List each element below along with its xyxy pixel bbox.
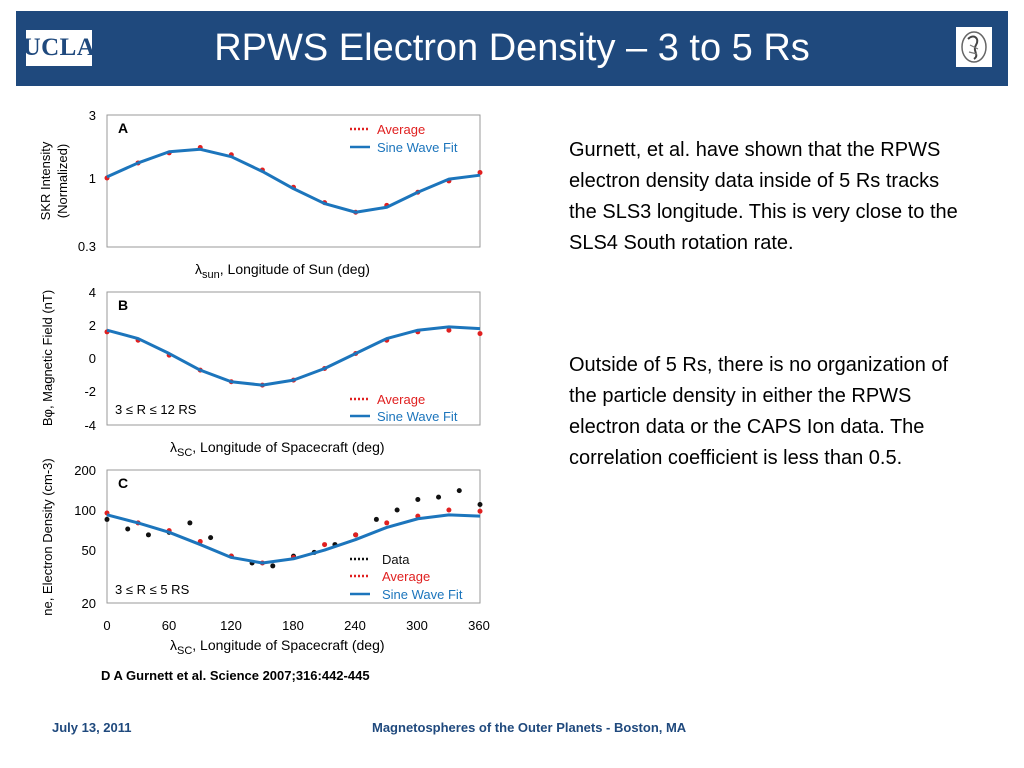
footer-date: July 13, 2011 (52, 720, 132, 735)
panel-a-legend: Average Sine Wave Fit (350, 122, 458, 155)
panel-c-range-label: 3 ≤ R ≤ 5 RS (115, 582, 190, 597)
data-point-data (270, 563, 276, 569)
panel-a-ylabel-line2: (Normalized) (55, 144, 70, 218)
data-point-data (477, 502, 483, 508)
panel-a-label: A (118, 120, 128, 136)
data-point-average (446, 507, 452, 513)
panel-c-ytick: 100 (74, 503, 96, 518)
data-point-data (373, 516, 379, 522)
panel-a: A 3 1 0.3 SKR Intensity (Normalized) λsu… (38, 108, 483, 281)
legend-average-label: Average (377, 392, 425, 407)
data-point-data (415, 497, 421, 503)
panel-b: B 4 2 0 -2 -4 Bφ, Magnetic Field (nT) λS… (40, 285, 483, 459)
paragraph-sls3: Gurnett, et al. have shown that the RPWS… (569, 139, 958, 254)
data-point-average (446, 327, 452, 333)
panel-b-xlabel-text: , Longitude of Spacecraft (deg) (192, 439, 384, 455)
panel-c-xtick: 120 (220, 618, 242, 633)
panel-c-xtick: 60 (162, 618, 176, 633)
panel-b-ytick: 0 (89, 351, 96, 366)
data-point-average (322, 542, 328, 548)
panel-c-ylabel: ne, Electron Density (cm-3) (40, 458, 55, 616)
series-line-sine-wave-fit (106, 147, 481, 214)
data-point-data (187, 520, 193, 526)
panel-a-plot (104, 145, 483, 215)
panel-b-ylabel: Bφ, Magnetic Field (nT) (40, 290, 55, 426)
series-line-sine-wave-fit (106, 325, 481, 387)
data-point-average (477, 331, 483, 337)
ucla-logo-text: UCLA (22, 34, 96, 61)
panel-b-xlabel-symbol: λ (170, 439, 177, 455)
panel-b-range-label: 3 ≤ R ≤ 12 RS (115, 402, 197, 417)
panel-c-xtick: 0 (103, 618, 110, 633)
panel-a-frame (106, 114, 481, 248)
paragraph-outside-5rs: Outside of 5 Rs, there is no organizatio… (569, 354, 949, 469)
panel-a-ylabel-line1: SKR Intensity (38, 141, 53, 220)
panel-c-ytick: 50 (82, 543, 96, 558)
citation: D A Gurnett et al. Science 2007;316:442-… (101, 668, 370, 683)
legend-data-label: Data (382, 552, 410, 567)
panel-c-xlabel-sub: SC (177, 645, 192, 657)
data-point-data (436, 494, 442, 500)
panel-c-legend: Data Average Sine Wave Fit (350, 552, 463, 602)
data-point-average (477, 508, 483, 514)
legend-fit-label: Sine Wave Fit (382, 587, 463, 602)
data-point-average (384, 520, 390, 526)
panel-b-frame (106, 291, 481, 426)
panel-a-xlabel-symbol: λ (195, 261, 202, 277)
panel-c-frame (106, 469, 481, 604)
seal-emblem-icon (956, 27, 992, 67)
panel-c-xlabel-symbol: λ (170, 637, 177, 653)
panel-c-ytick: 20 (82, 596, 96, 611)
panel-c-xtick: 300 (406, 618, 428, 633)
legend-fit-label: Sine Wave Fit (377, 409, 458, 424)
legend-average-label: Average (382, 569, 430, 584)
data-point-data (145, 532, 151, 538)
data-point-data (104, 516, 110, 522)
panel-c-xtick: 180 (282, 618, 304, 633)
panel-b-ytick: -4 (84, 418, 96, 433)
legend-fit-label: Sine Wave Fit (377, 140, 458, 155)
panel-b-ytick: 2 (89, 318, 96, 333)
panel-b-label: B (118, 297, 128, 313)
panel-a-xlabel-text: , Longitude of Sun (deg) (220, 261, 370, 277)
panel-c: C 200 100 50 20 0 60 120 180 240 300 360… (40, 458, 490, 657)
data-point-average (477, 170, 483, 176)
series-line-sine-wave-fit (106, 513, 481, 565)
page-title: RPWS Electron Density – 3 to 5 Rs (214, 27, 810, 69)
ucla-logo: UCLA (23, 30, 95, 66)
panel-c-xtick: 240 (344, 618, 366, 633)
panel-c-xlabel-text: , Longitude of Spacecraft (deg) (192, 637, 384, 653)
panel-b-ytick: -2 (84, 384, 96, 399)
legend-average-label: Average (377, 122, 425, 137)
panel-a-ytick: 3 (89, 108, 96, 123)
panel-c-label: C (118, 475, 128, 491)
panel-c-plot (104, 488, 483, 569)
data-point-data (456, 488, 462, 494)
title-bar: UCLA RPWS Electron Density – 3 to 5 Rs (16, 11, 1008, 86)
panel-b-legend: Average Sine Wave Fit (350, 392, 458, 424)
data-point-data (125, 526, 131, 532)
panel-b-xlabel: λSC, Longitude of Spacecraft (deg) (170, 439, 385, 459)
panel-b-plot (104, 325, 483, 388)
panel-b-ytick: 4 (89, 285, 96, 300)
panel-c-xlabel: λSC, Longitude of Spacecraft (deg) (170, 637, 385, 657)
data-point-average (353, 532, 359, 538)
data-point-data (394, 507, 400, 513)
panel-c-ytick: 200 (74, 463, 96, 478)
panel-c-xticks: 0 60 120 180 240 300 360 (103, 618, 489, 633)
data-point-data (208, 535, 214, 541)
panel-c-xtick: 360 (468, 618, 490, 633)
panel-a-ytick: 1 (89, 171, 96, 186)
footer-event: Magnetospheres of the Outer Planets - Bo… (372, 720, 687, 735)
panel-a-xlabel: λsun, Longitude of Sun (deg) (195, 261, 370, 281)
panel-a-xlabel-sub: sun (202, 269, 220, 281)
panel-b-xlabel-sub: SC (177, 447, 192, 459)
panel-a-ytick: 0.3 (78, 239, 96, 254)
